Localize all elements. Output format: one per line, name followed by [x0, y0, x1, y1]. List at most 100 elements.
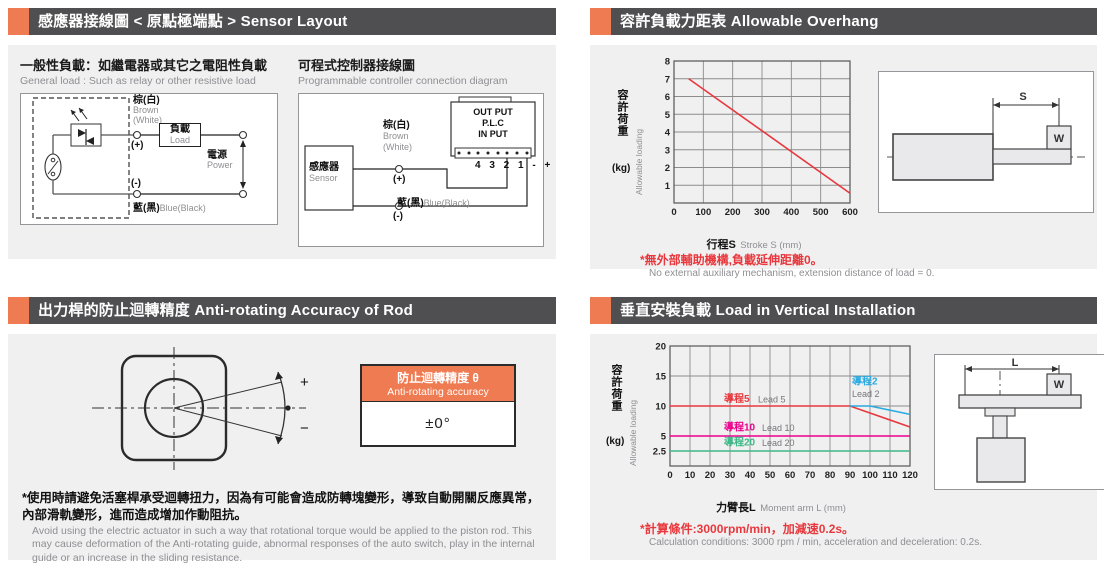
- panel-sensor-layout: 感應器接線圖 < 原點極端點 > Sensor Layout 一般性負載：如繼電…: [8, 8, 556, 259]
- minus-deviation-label: −: [300, 420, 309, 437]
- caution-note-zh: *使用時請避免活塞桿承受迴轉扭力，因為有可能會造成防轉塊變形，導致自動開關反應異…: [22, 491, 540, 522]
- svg-text:10: 10: [655, 402, 666, 413]
- svg-text:40: 40: [745, 470, 756, 481]
- weight-w-label: W: [1054, 133, 1065, 145]
- panel-title: 容許負載力距表 Allowable Overhang: [611, 8, 879, 35]
- plus-terminal-label: (+): [131, 140, 144, 151]
- svg-text:0: 0: [671, 207, 676, 218]
- wire-brown-label-en2: (White): [133, 115, 162, 125]
- load-box: 負載 Load: [159, 123, 201, 147]
- overhang-chart-svg: 0 100 200 300 400 500 600 1 2 3 4 5 6 7 8: [665, 57, 858, 219]
- svg-text:Lead 20: Lead 20: [762, 438, 795, 448]
- svg-text:2: 2: [665, 163, 670, 174]
- power-label-en: Power: [207, 160, 233, 170]
- power-label-zh: 電源: [207, 150, 227, 161]
- panel-body: 一般性負載：如繼電器或其它之電阻性負載 General load : Such …: [8, 45, 556, 259]
- x-axis-label-zh: 行程S: [706, 239, 736, 251]
- wire-brown-label-zh: 棕(白): [133, 95, 160, 106]
- panel-header: 出力桿的防止迴轉精度 Anti-rotating Accuracy of Rod: [8, 297, 556, 324]
- panel-title-en: Sensor Layout: [240, 13, 348, 30]
- x-axis-label-en: Stroke S (mm): [740, 240, 802, 251]
- panel-title-zh: 感應器接線圖 < 原點極端點 >: [38, 13, 237, 30]
- svg-text:60: 60: [785, 470, 796, 481]
- vertical-load-chart-svg: 0 10 20 30 40 50 60 70 80 90 100 110 120 2.5 5 10 15 20 導程…: [653, 342, 918, 482]
- svg-text:30: 30: [725, 470, 736, 481]
- svg-text:300: 300: [754, 207, 770, 218]
- accuracy-table-header: 防止迴轉精度 θ Anti-rotating accuracy: [362, 366, 514, 402]
- plc-output-label: OUT PUT: [473, 107, 513, 117]
- svg-text:400: 400: [783, 207, 799, 218]
- wiring-schematic: [32, 97, 248, 219]
- svg-text:600: 600: [842, 207, 858, 218]
- note-en: No external auxiliary mechanism, extensi…: [649, 268, 935, 279]
- plc-name-label: P.L.C: [482, 118, 504, 128]
- svg-text:Lead 10: Lead 10: [762, 423, 795, 433]
- sensor-label-en: Sensor: [309, 173, 338, 183]
- plus-terminal-label: (+): [393, 174, 406, 185]
- y-axis-label-en: Allowable loading: [628, 399, 638, 466]
- svg-text:0: 0: [667, 470, 672, 481]
- overhang-mechanism-diagram: S W: [878, 71, 1094, 213]
- panel-anti-rotating: 出力桿的防止迴轉精度 Anti-rotating Accuracy of Rod…: [8, 297, 556, 564]
- note-zh: *計算條件:3000rpm/min，加減速0.2s。: [640, 522, 855, 536]
- plc-wiring-diagram: 感應器 Sensor OUT PUT P.L.C IN PUT 4 3 2 1 …: [298, 93, 550, 247]
- plc-input-label: IN PUT: [478, 129, 508, 139]
- panel-body: 容許荷重 (kg) Allowable loading 0 100 200 300 40…: [590, 45, 1097, 279]
- plc-terminal-numbers: 4 3 2 1 - +: [475, 160, 554, 171]
- accuracy-header-en: Anti-rotating accuracy: [387, 386, 489, 398]
- svg-text:500: 500: [813, 207, 829, 218]
- svg-text:90: 90: [845, 470, 856, 481]
- svg-text:20: 20: [655, 342, 666, 353]
- svg-text:100: 100: [695, 207, 711, 218]
- svg-text:3: 3: [665, 145, 670, 156]
- section-title: 可程式控制器接線圖: [298, 58, 416, 73]
- y-axis-label-zh: 容許荷重: [616, 89, 628, 137]
- wire-blue-label: 藍(黑)Blue(Black): [397, 198, 470, 209]
- note-zh: *無外部輔助機構,負載延伸距離0。: [640, 253, 823, 267]
- panel-body: + − 防止迴轉精度 θ Anti-rotating accuracy ±0° …: [8, 334, 556, 564]
- panel-title-en: Anti-rotating Accuracy of Rod: [194, 302, 413, 319]
- svg-text:1: 1: [665, 181, 671, 192]
- x-axis-label-en: Moment arm L (mm): [760, 503, 846, 514]
- wire-blue-label: 藍(黑)Blue(Black): [133, 203, 206, 214]
- y-axis-label-en: Allowable loading: [634, 128, 644, 195]
- panel-title: 垂直安裝負載 Load in Vertical Installation: [611, 297, 916, 324]
- x-axis-label-zh: 力臂長L: [716, 502, 756, 514]
- plc-box-text: OUT PUT P.L.C IN PUT: [451, 107, 535, 140]
- rod-rotation-drawing: [92, 347, 306, 470]
- panel-header: 垂直安裝負載 Load in Vertical Installation: [590, 297, 1097, 324]
- svg-text:15: 15: [655, 372, 666, 383]
- svg-text:導程2: 導程2: [852, 374, 878, 387]
- svg-text:Lead 5: Lead 5: [758, 394, 786, 404]
- panel-allowable-overhang: 容許負載力距表 Allowable Overhang 容許荷重 (kg) All…: [590, 8, 1097, 279]
- svg-text:6: 6: [665, 92, 670, 103]
- header-accent-block: [590, 8, 611, 35]
- load-label-en: Load: [169, 134, 191, 145]
- accuracy-table: 防止迴轉精度 θ Anti-rotating accuracy ±0°: [360, 364, 516, 447]
- y-axis-unit: (kg): [612, 163, 631, 174]
- svg-text:50: 50: [765, 470, 776, 481]
- overhang-chart: 容許荷重 (kg) Allowable loading 0 100 200 300 40…: [612, 53, 860, 253]
- svg-text:5: 5: [661, 432, 667, 443]
- section-subtitle: General load : Such as relay or other re…: [20, 75, 256, 87]
- y-axis-label-zh: 容許荷重: [610, 364, 622, 412]
- svg-text:Lead 2: Lead 2: [852, 389, 880, 399]
- panel-title-zh: 容許負載力距表: [620, 13, 727, 30]
- svg-text:110: 110: [882, 470, 897, 481]
- svg-text:10: 10: [685, 470, 696, 481]
- wire-brown-label-en2: (White): [383, 142, 412, 152]
- panel-title-en: Allowable Overhang: [730, 13, 879, 30]
- wire-brown-label-en: Brown: [383, 131, 409, 141]
- svg-text:8: 8: [665, 57, 670, 68]
- dimension-s-label: S: [1019, 91, 1026, 103]
- svg-text:2.5: 2.5: [653, 447, 667, 458]
- panel-title: 感應器接線圖 < 原點極端點 > Sensor Layout: [29, 8, 347, 35]
- svg-text:5: 5: [665, 110, 671, 121]
- section-subtitle: Programmable controller connection diagr…: [298, 75, 508, 87]
- actuator-horizontal-drawing: S W: [887, 91, 1085, 181]
- wire-brown-label-en: Brown: [133, 105, 159, 115]
- svg-text:100: 100: [862, 470, 878, 481]
- panel-body: 容許荷重 (kg) Allowable loading 0 10 20 30 40 50 6…: [590, 334, 1104, 560]
- plc-schematic: [304, 96, 536, 211]
- svg-text:80: 80: [825, 470, 836, 481]
